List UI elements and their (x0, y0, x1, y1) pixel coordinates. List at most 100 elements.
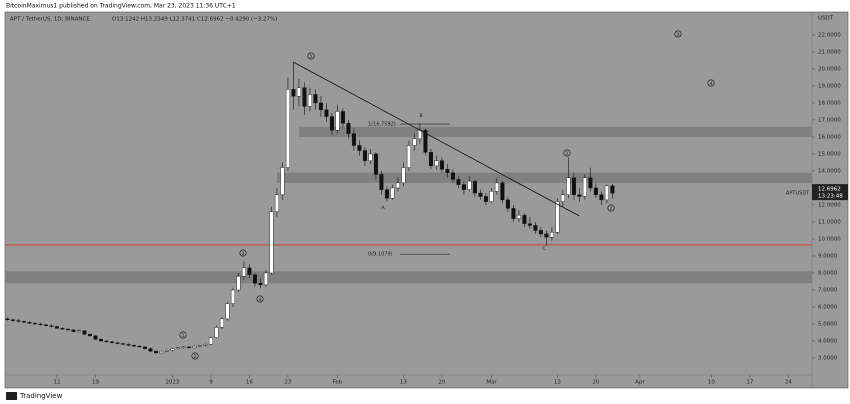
candle-body (395, 182, 400, 189)
candle-body (417, 129, 422, 139)
x-tick-label: 2023 (165, 380, 179, 386)
candle-body (472, 180, 477, 194)
candle-body (357, 145, 362, 151)
x-tick-label: 9 (209, 380, 213, 386)
y-tick-label: 18.0000 (818, 100, 841, 106)
plot: 3.0000 4.0000 5.0000 6.0000 7.0000 8.0000 9.00… (5, 30, 841, 386)
trendline (293, 61, 580, 217)
candle-body (467, 180, 472, 190)
zone (298, 126, 813, 137)
candle-body (60, 328, 65, 330)
candle-body (214, 327, 219, 338)
y-tick-label: 15.0000 (818, 151, 841, 157)
y-tick-label: 6.0000 (818, 304, 838, 310)
candle-body (137, 345, 142, 348)
candle-body (313, 94, 318, 104)
annotation-circle (179, 331, 187, 339)
x-tick-label: 23 (284, 380, 291, 386)
annotation: A (381, 205, 385, 211)
candle-body (478, 192, 483, 197)
candle-body (49, 325, 54, 327)
candle-body (461, 184, 466, 190)
annotation: B (419, 113, 422, 119)
candle-body (104, 340, 109, 343)
candle-body (252, 274, 257, 284)
annotation-circle (239, 249, 247, 257)
candle-body (164, 350, 169, 352)
candle-body (307, 94, 312, 107)
annotation: 1 (182, 333, 185, 339)
candle-body (456, 179, 461, 185)
candle-body (346, 123, 351, 134)
candle-body (16, 320, 21, 322)
candle-body (588, 177, 593, 189)
annotation-circle (563, 149, 571, 157)
x-tick-label: 20 (438, 380, 445, 386)
candle-body (192, 345, 197, 348)
candle-body (263, 272, 268, 286)
candle-body (197, 345, 202, 347)
x-tick-label: Feb (333, 380, 343, 386)
candle-body (21, 321, 26, 323)
annotation: 5 (310, 54, 313, 60)
candle-body (406, 145, 411, 168)
chart-area (4, 11, 849, 389)
annotation: 4 (259, 297, 262, 303)
y-tick-label: 10.0000 (818, 236, 841, 242)
axis-unit: USDT (818, 16, 834, 22)
annotation-circle (191, 352, 199, 360)
candle-body (170, 348, 175, 351)
candle-body (131, 345, 136, 347)
x-tick-label: 12 (53, 380, 60, 386)
x-tick-label: 24 (785, 380, 792, 386)
candle-body (368, 153, 373, 161)
candle-body (450, 172, 455, 180)
x-tick-label: 13 (554, 380, 561, 386)
candle-body (412, 138, 417, 146)
fib-label: 0(9.1079) (368, 252, 393, 258)
candle-body (500, 182, 505, 201)
candle-body (373, 153, 378, 175)
candle-body (593, 187, 598, 195)
candle-body (241, 267, 246, 277)
candle-body (599, 194, 604, 201)
candle-body (335, 111, 340, 131)
zone (5, 271, 812, 284)
candle-body (351, 133, 356, 146)
candle-body (505, 199, 510, 209)
y-tick-label: 5.0000 (818, 321, 838, 327)
candle-body (258, 282, 263, 286)
candle-body (324, 109, 329, 117)
candle-body (494, 182, 499, 192)
candle-body (43, 324, 48, 326)
last-price: 12.6962 (818, 187, 841, 193)
candle-body (93, 335, 98, 340)
ohlc-legend: O13.1242 H13.2349 L12.3741 C12.6962 −0.4… (112, 17, 277, 23)
y-tick-label: 11.0000 (818, 219, 841, 225)
candle-body (27, 322, 32, 324)
candle-body (159, 350, 164, 354)
candle-body (148, 348, 153, 352)
candle-body (445, 169, 450, 173)
candle-body (65, 328, 70, 331)
candle-body (38, 323, 43, 326)
candle-body (285, 89, 290, 168)
x-tick-label: Apr (635, 380, 645, 386)
candle-body (511, 208, 516, 219)
byline: BitcoinMaximus1 published on TradingView… (6, 3, 236, 10)
annotation-circle (307, 52, 315, 60)
candle-body (219, 318, 224, 328)
candle-body (82, 330, 87, 335)
candle-body (428, 152, 433, 167)
candle-body (318, 102, 323, 110)
x-tick-label: 20 (592, 380, 599, 386)
candle-body (549, 231, 554, 238)
y-tick-label: 14.0000 (818, 168, 841, 174)
candle-body (153, 350, 158, 354)
x-tick-label: 17 (746, 380, 753, 386)
y-tick-label: 9.0000 (818, 253, 838, 259)
candle-body (225, 303, 230, 320)
x-tick-label: 13 (400, 380, 407, 386)
annotation: 3 (677, 32, 680, 38)
